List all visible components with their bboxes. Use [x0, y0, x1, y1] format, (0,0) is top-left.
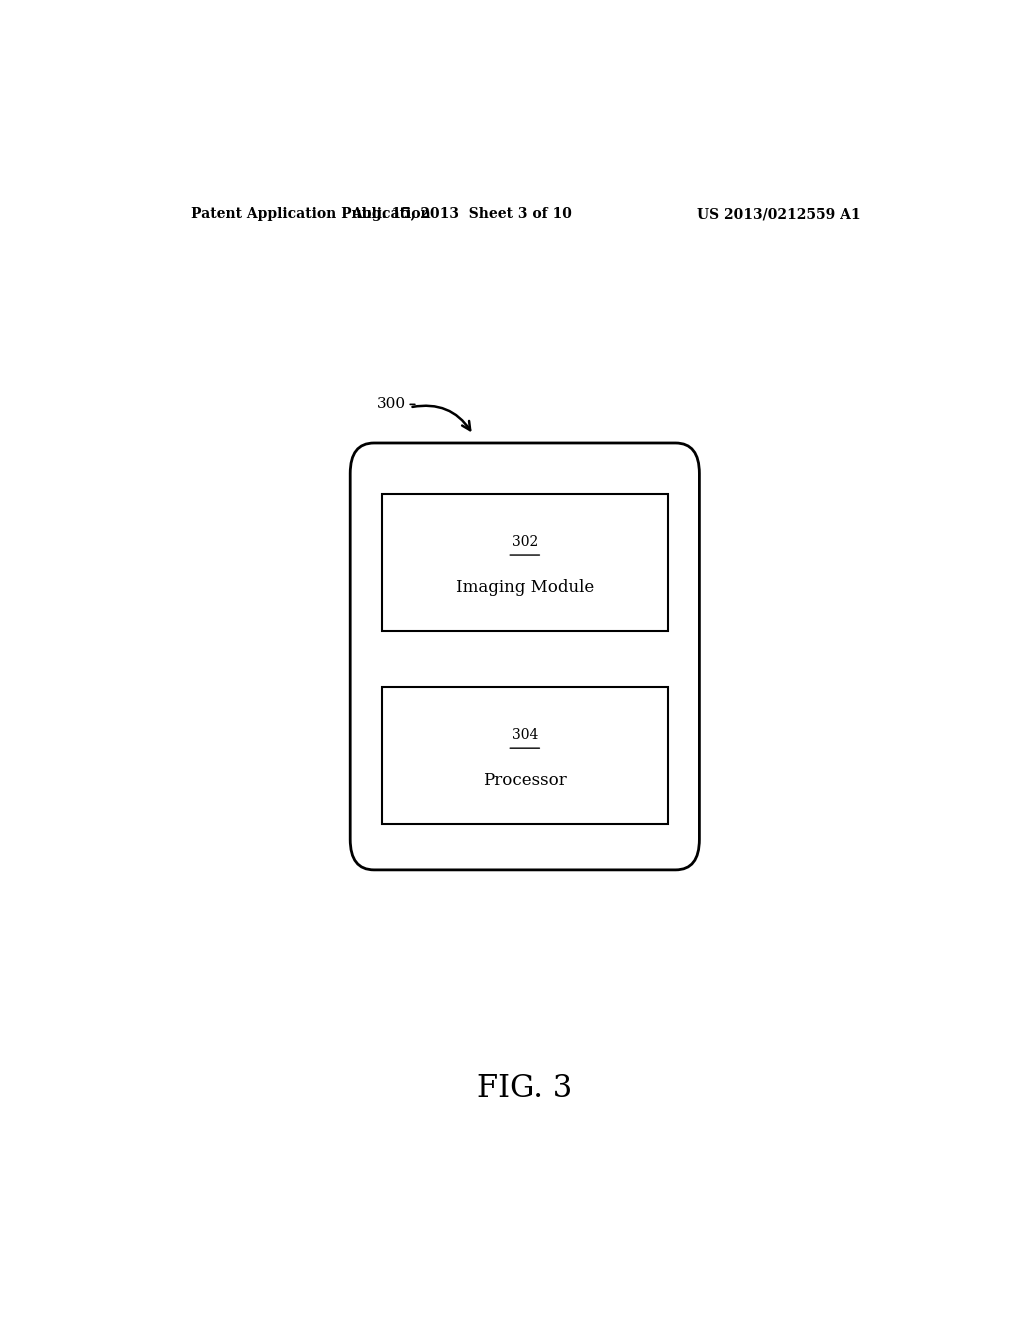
Text: 304: 304 — [512, 727, 538, 742]
Text: FIG. 3: FIG. 3 — [477, 1073, 572, 1104]
Bar — [382, 686, 668, 824]
Text: 302: 302 — [512, 535, 538, 549]
Text: Patent Application Publication: Patent Application Publication — [191, 207, 431, 222]
Text: Aug. 15, 2013  Sheet 3 of 10: Aug. 15, 2013 Sheet 3 of 10 — [351, 207, 571, 222]
Text: 300: 300 — [377, 397, 406, 412]
Text: Processor: Processor — [483, 772, 566, 789]
FancyBboxPatch shape — [350, 444, 699, 870]
Bar — [382, 494, 668, 631]
Text: US 2013/0212559 A1: US 2013/0212559 A1 — [697, 207, 860, 222]
Text: Imaging Module: Imaging Module — [456, 578, 594, 595]
